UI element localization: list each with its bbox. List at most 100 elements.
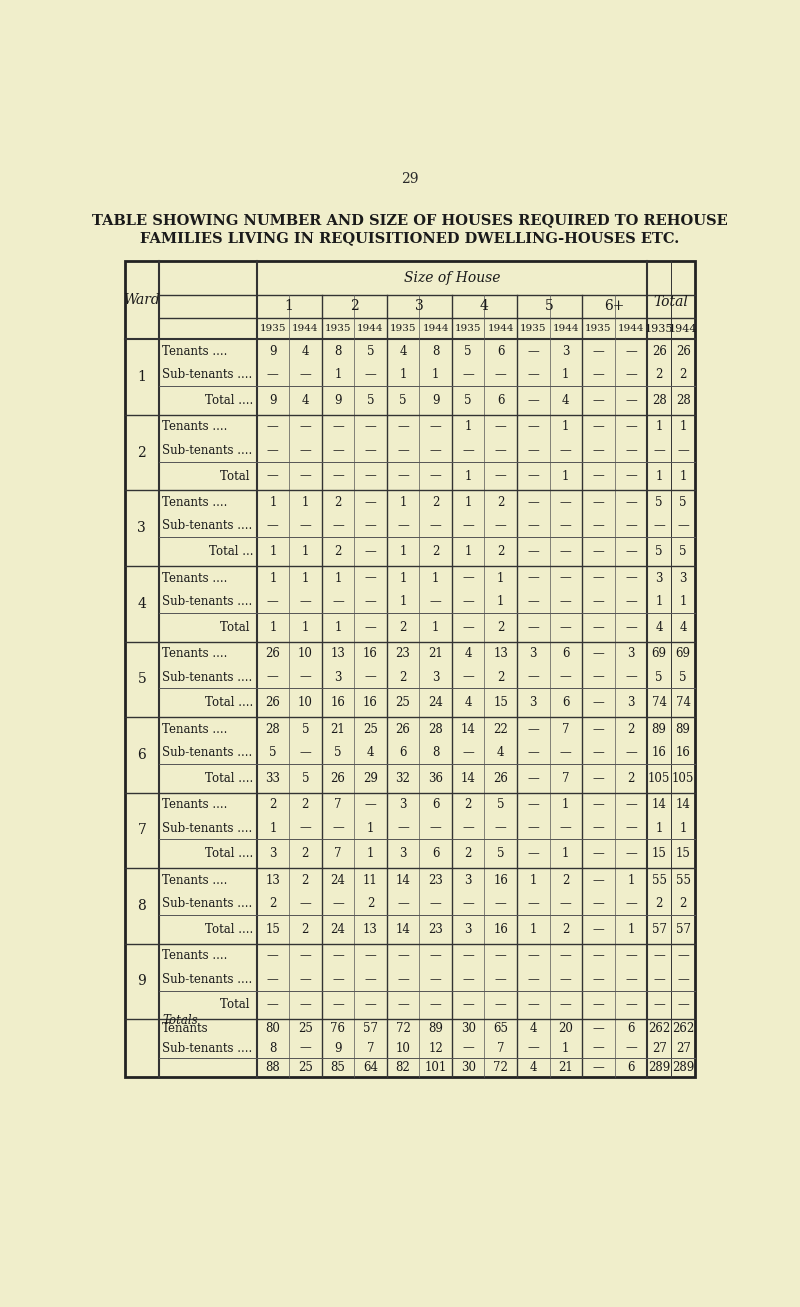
Text: —: — xyxy=(593,799,604,812)
Text: 1: 1 xyxy=(530,874,537,886)
Text: 1: 1 xyxy=(432,369,439,382)
Text: —: — xyxy=(299,822,311,835)
Text: —: — xyxy=(527,847,539,860)
Text: 2: 2 xyxy=(302,923,309,936)
Text: 82: 82 xyxy=(396,1061,410,1074)
Text: —: — xyxy=(462,999,474,1012)
Text: —: — xyxy=(365,369,376,382)
Text: —: — xyxy=(593,897,604,910)
Text: —: — xyxy=(397,949,409,962)
Text: 1: 1 xyxy=(655,421,663,434)
Text: —: — xyxy=(267,519,278,532)
Text: Tenants ....: Tenants .... xyxy=(162,345,227,358)
Text: 14: 14 xyxy=(461,771,475,784)
Text: —: — xyxy=(299,999,311,1012)
Text: —: — xyxy=(430,469,442,482)
Text: 5: 5 xyxy=(269,746,277,759)
Text: 16: 16 xyxy=(363,647,378,660)
Text: —: — xyxy=(299,1042,311,1055)
Text: 1: 1 xyxy=(269,497,277,508)
Text: 1: 1 xyxy=(465,497,472,508)
Text: —: — xyxy=(299,469,311,482)
Text: 3: 3 xyxy=(399,847,406,860)
Text: 1: 1 xyxy=(465,469,472,482)
Text: 5: 5 xyxy=(655,497,663,508)
Text: 1944: 1944 xyxy=(618,324,644,333)
Text: —: — xyxy=(593,647,604,660)
Text: 5: 5 xyxy=(302,771,309,784)
Text: 5: 5 xyxy=(138,672,146,686)
Text: 4: 4 xyxy=(679,621,687,634)
Text: 2: 2 xyxy=(334,545,342,558)
Text: 6: 6 xyxy=(497,345,505,358)
Text: 26: 26 xyxy=(652,345,666,358)
Text: 1: 1 xyxy=(399,369,406,382)
Text: —: — xyxy=(494,972,506,985)
Text: 1: 1 xyxy=(497,595,504,608)
Text: 2: 2 xyxy=(655,369,663,382)
Text: 1: 1 xyxy=(562,469,570,482)
Text: 7: 7 xyxy=(562,723,570,736)
Text: 4: 4 xyxy=(399,345,406,358)
Text: —: — xyxy=(462,571,474,584)
Text: 5: 5 xyxy=(679,670,687,684)
Text: —: — xyxy=(365,670,376,684)
Text: 2: 2 xyxy=(432,497,439,508)
Text: —: — xyxy=(593,571,604,584)
Text: —: — xyxy=(267,999,278,1012)
Text: —: — xyxy=(625,571,637,584)
Text: —: — xyxy=(494,999,506,1012)
Text: 1: 1 xyxy=(679,822,687,835)
Text: 28: 28 xyxy=(428,723,443,736)
Text: —: — xyxy=(593,847,604,860)
Text: TABLE SHOWING NUMBER AND SIZE OF HOUSES REQUIRED TO REHOUSE: TABLE SHOWING NUMBER AND SIZE OF HOUSES … xyxy=(92,213,728,227)
Text: —: — xyxy=(625,799,637,812)
Text: —: — xyxy=(527,822,539,835)
Text: —: — xyxy=(332,444,344,457)
Text: 1: 1 xyxy=(562,421,570,434)
Text: Size of House: Size of House xyxy=(404,271,500,285)
Text: —: — xyxy=(267,595,278,608)
Text: 74: 74 xyxy=(676,697,690,710)
Text: —: — xyxy=(625,822,637,835)
Text: —: — xyxy=(625,545,637,558)
Text: —: — xyxy=(625,469,637,482)
Text: 2: 2 xyxy=(302,874,309,886)
Text: —: — xyxy=(593,345,604,358)
Text: —: — xyxy=(494,369,506,382)
Text: Total ...: Total ... xyxy=(209,545,254,558)
Text: 33: 33 xyxy=(266,771,280,784)
Text: —: — xyxy=(527,746,539,759)
Text: —: — xyxy=(527,999,539,1012)
Text: 1944: 1944 xyxy=(669,324,698,333)
Text: 7: 7 xyxy=(562,771,570,784)
Text: 262: 262 xyxy=(672,1022,694,1035)
Text: 1: 1 xyxy=(399,571,406,584)
Text: 1: 1 xyxy=(302,571,309,584)
Text: 89: 89 xyxy=(652,723,666,736)
Text: —: — xyxy=(527,497,539,508)
Text: 1: 1 xyxy=(497,571,504,584)
Text: 21: 21 xyxy=(558,1061,573,1074)
Text: —: — xyxy=(299,949,311,962)
Text: 1: 1 xyxy=(302,621,309,634)
Text: 1: 1 xyxy=(334,369,342,382)
Text: —: — xyxy=(527,345,539,358)
Text: 3: 3 xyxy=(415,299,424,314)
Text: 30: 30 xyxy=(461,1061,476,1074)
Text: 89: 89 xyxy=(428,1022,443,1035)
Text: —: — xyxy=(365,469,376,482)
Text: —: — xyxy=(654,972,665,985)
Text: —: — xyxy=(267,972,278,985)
Text: 7: 7 xyxy=(334,847,342,860)
Text: 2: 2 xyxy=(627,723,634,736)
Text: 1: 1 xyxy=(679,469,687,482)
Text: 2: 2 xyxy=(302,799,309,812)
Text: —: — xyxy=(593,497,604,508)
Text: —: — xyxy=(494,949,506,962)
Text: —: — xyxy=(625,847,637,860)
Text: Total: Total xyxy=(220,999,254,1012)
Text: —: — xyxy=(332,999,344,1012)
Text: Tenants ....: Tenants .... xyxy=(162,723,227,736)
Text: 6: 6 xyxy=(497,393,505,406)
